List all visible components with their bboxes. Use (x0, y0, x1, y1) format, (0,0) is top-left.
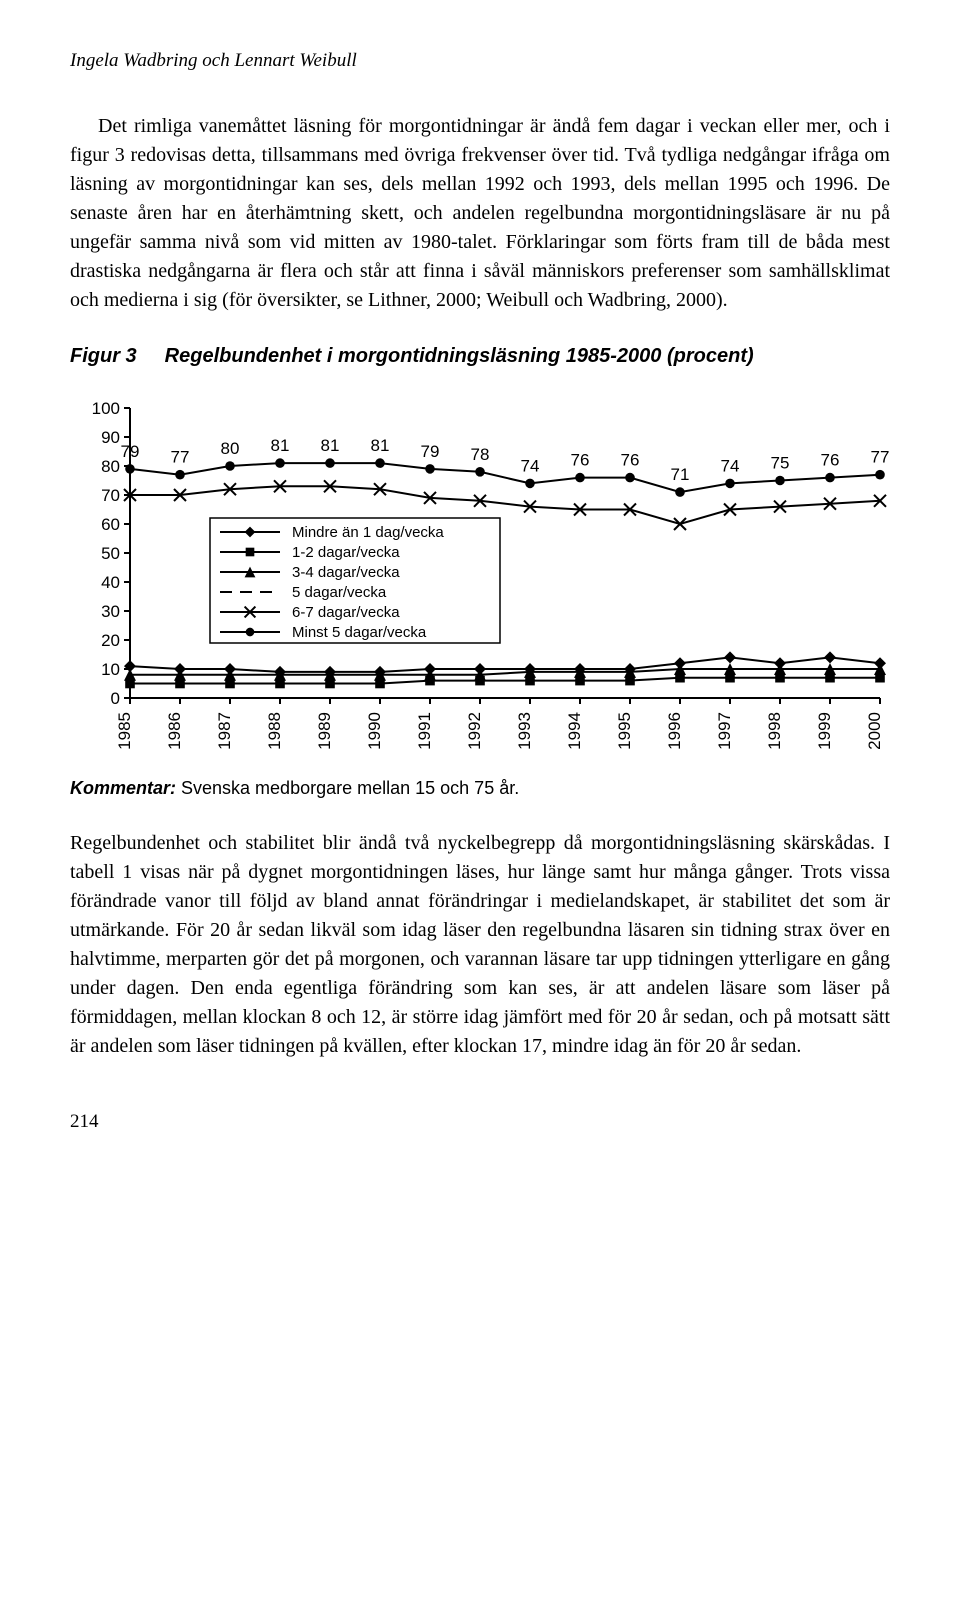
svg-text:1990: 1990 (365, 712, 384, 750)
svg-text:1998: 1998 (765, 712, 784, 750)
svg-text:40: 40 (101, 573, 120, 592)
svg-text:Minst 5 dagar/vecka: Minst 5 dagar/vecka (292, 624, 427, 641)
svg-text:60: 60 (101, 515, 120, 534)
svg-text:76: 76 (621, 451, 640, 470)
svg-text:75: 75 (771, 454, 790, 473)
svg-text:1996: 1996 (665, 712, 684, 750)
page-number: 214 (70, 1111, 890, 1133)
svg-text:1-2 dagar/vecka: 1-2 dagar/vecka (292, 544, 400, 561)
svg-text:Mindre än 1 dag/vecka: Mindre än 1 dag/vecka (292, 524, 444, 541)
svg-text:71: 71 (671, 465, 690, 484)
chart-svg: 0 10 20 30 40 50 60 70 80 90 100 1985 1986 1987 1988 19… (70, 398, 890, 758)
kommentar: Kommentar: Svenska medborgare mellan 15 … (70, 778, 890, 799)
svg-text:76: 76 (821, 451, 840, 470)
svg-text:79: 79 (121, 442, 140, 461)
svg-text:2000: 2000 (865, 712, 884, 750)
svg-text:77: 77 (871, 448, 890, 467)
header-authors: Ingela Wadbring och Lennart Weibull (70, 50, 890, 72)
svg-text:1985: 1985 (115, 712, 134, 750)
svg-text:100: 100 (92, 399, 120, 418)
svg-text:30: 30 (101, 602, 120, 621)
svg-text:74: 74 (721, 456, 740, 475)
svg-text:1989: 1989 (315, 712, 334, 750)
svg-text:1995: 1995 (615, 712, 634, 750)
kommentar-text: Svenska medborgare mellan 15 och 75 år. (176, 778, 519, 798)
svg-text:74: 74 (521, 456, 540, 475)
svg-text:1994: 1994 (565, 712, 584, 750)
svg-text:80: 80 (221, 439, 240, 458)
svg-text:79: 79 (421, 442, 440, 461)
svg-text:90: 90 (101, 428, 120, 447)
kommentar-label: Kommentar: (70, 778, 176, 798)
svg-text:1986: 1986 (165, 712, 184, 750)
figure-label: Figur 3 (70, 345, 137, 367)
svg-text:1993: 1993 (515, 712, 534, 750)
svg-text:1987: 1987 (215, 712, 234, 750)
svg-text:0: 0 (111, 689, 120, 708)
svg-text:1988: 1988 (265, 712, 284, 750)
figure-title: Figur 3 Regelbundenhet i morgontidningslä… (70, 345, 890, 368)
svg-text:70: 70 (101, 486, 120, 505)
svg-text:80: 80 (101, 457, 120, 476)
svg-text:1999: 1999 (815, 712, 834, 750)
svg-text:50: 50 (101, 544, 120, 563)
paragraph-1: Det rimliga vanemåttet läsning för morgo… (70, 112, 890, 315)
svg-text:6-7 dagar/vecka: 6-7 dagar/vecka (292, 604, 400, 621)
svg-text:81: 81 (271, 436, 290, 455)
svg-text:81: 81 (371, 436, 390, 455)
svg-text:5 dagar/vecka: 5 dagar/vecka (292, 584, 387, 601)
svg-text:20: 20 (101, 631, 120, 650)
svg-text:1991: 1991 (415, 712, 434, 750)
svg-text:76: 76 (571, 451, 590, 470)
chart: 0 10 20 30 40 50 60 70 80 90 100 1985 1986 1987 1988 19… (70, 398, 890, 758)
svg-text:78: 78 (471, 445, 490, 464)
svg-text:77: 77 (171, 448, 190, 467)
figure-caption: Regelbundenhet i morgontidningsläsning 1… (165, 345, 754, 367)
svg-text:1992: 1992 (465, 712, 484, 750)
svg-text:1997: 1997 (715, 712, 734, 750)
svg-text:3-4 dagar/vecka: 3-4 dagar/vecka (292, 564, 400, 581)
svg-text:81: 81 (321, 436, 340, 455)
svg-text:10: 10 (101, 660, 120, 679)
paragraph-2: Regelbundenhet och stabilitet blir ändå … (70, 829, 890, 1061)
